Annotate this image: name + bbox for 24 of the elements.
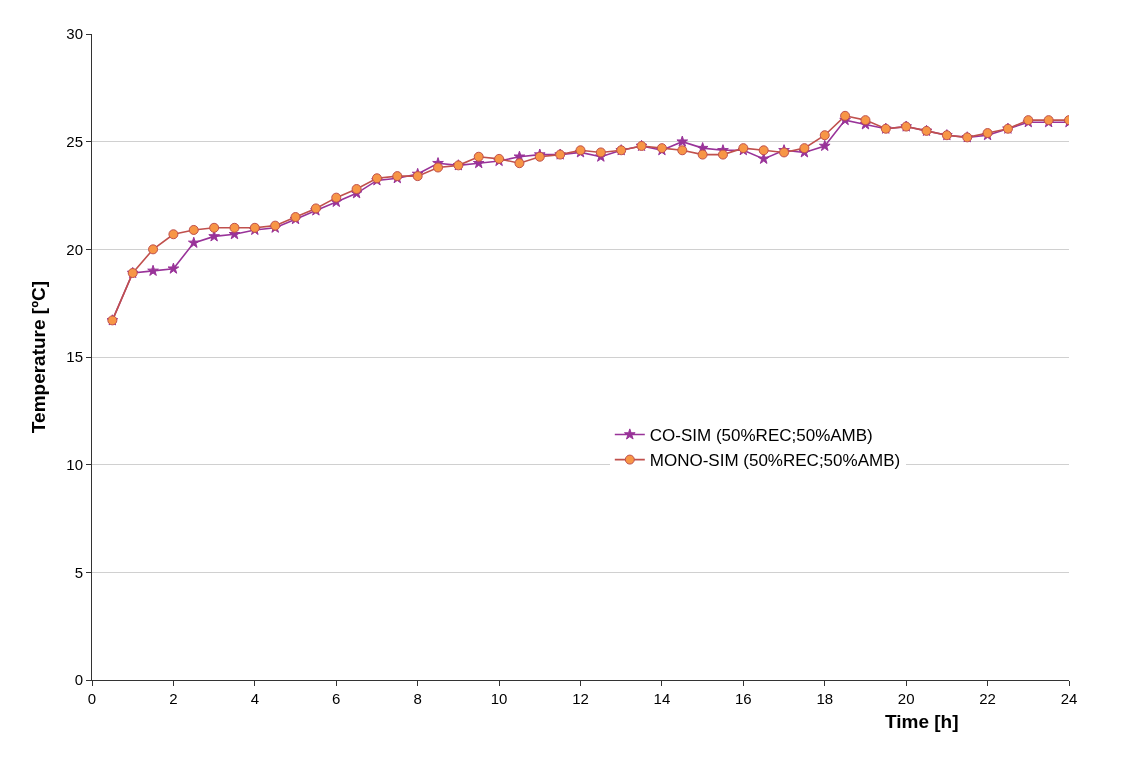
x-tick-label: 10 bbox=[490, 690, 508, 707]
x-tick-label: 6 bbox=[332, 690, 341, 707]
y-tick-label: 10 bbox=[66, 455, 83, 473]
x-tick-label: 8 bbox=[413, 690, 422, 707]
x-tick-label: 20 bbox=[897, 690, 915, 707]
x-tick-label: 16 bbox=[734, 690, 752, 707]
x-axis-title: Time [h] bbox=[885, 711, 959, 732]
x-tick-label: 4 bbox=[250, 690, 259, 707]
x-tick-label: 24 bbox=[1060, 690, 1078, 707]
x-tick-label: 12 bbox=[572, 690, 589, 707]
y-tick-label: 5 bbox=[74, 563, 83, 581]
y-tick-label: 15 bbox=[66, 348, 83, 366]
y-tick-label: 20 bbox=[66, 240, 83, 258]
y-tick-label: 25 bbox=[66, 132, 83, 150]
legend-label: MONO-SIM (50%REC;50%AMB) bbox=[649, 451, 901, 471]
legend-label: CO-SIM (50%REC;50%AMB) bbox=[649, 426, 873, 446]
x-tick-label: 2 bbox=[169, 690, 178, 707]
y-tick-label: 30 bbox=[66, 25, 83, 43]
x-tick-label: 18 bbox=[816, 690, 834, 707]
x-tick-label: 0 bbox=[87, 690, 97, 707]
y-tick-label: 0 bbox=[74, 671, 83, 689]
x-tick-label: 14 bbox=[653, 690, 671, 707]
y-axis-title: Temperature [ºC] bbox=[28, 280, 50, 434]
x-tick-label: 22 bbox=[979, 690, 996, 707]
